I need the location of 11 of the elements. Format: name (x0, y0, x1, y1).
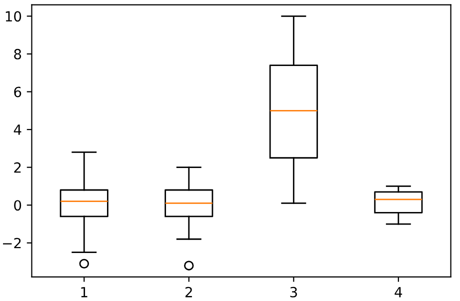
y-tick-label: 10 (6, 11, 22, 22)
y-tick-label: 4 (14, 124, 22, 135)
y-tick-label: 6 (14, 86, 22, 98)
y-tick-label: 0 (14, 200, 22, 211)
x-tick-label: 4 (394, 287, 402, 298)
y-tick-label: 8 (14, 48, 22, 60)
y-tick-label: 2 (14, 162, 21, 173)
x-tick-label: 1 (81, 287, 88, 298)
y-tick-label: −2 (3, 238, 21, 248)
x-tick-label: 3 (290, 286, 297, 298)
x-tick-label: 2 (185, 286, 192, 298)
